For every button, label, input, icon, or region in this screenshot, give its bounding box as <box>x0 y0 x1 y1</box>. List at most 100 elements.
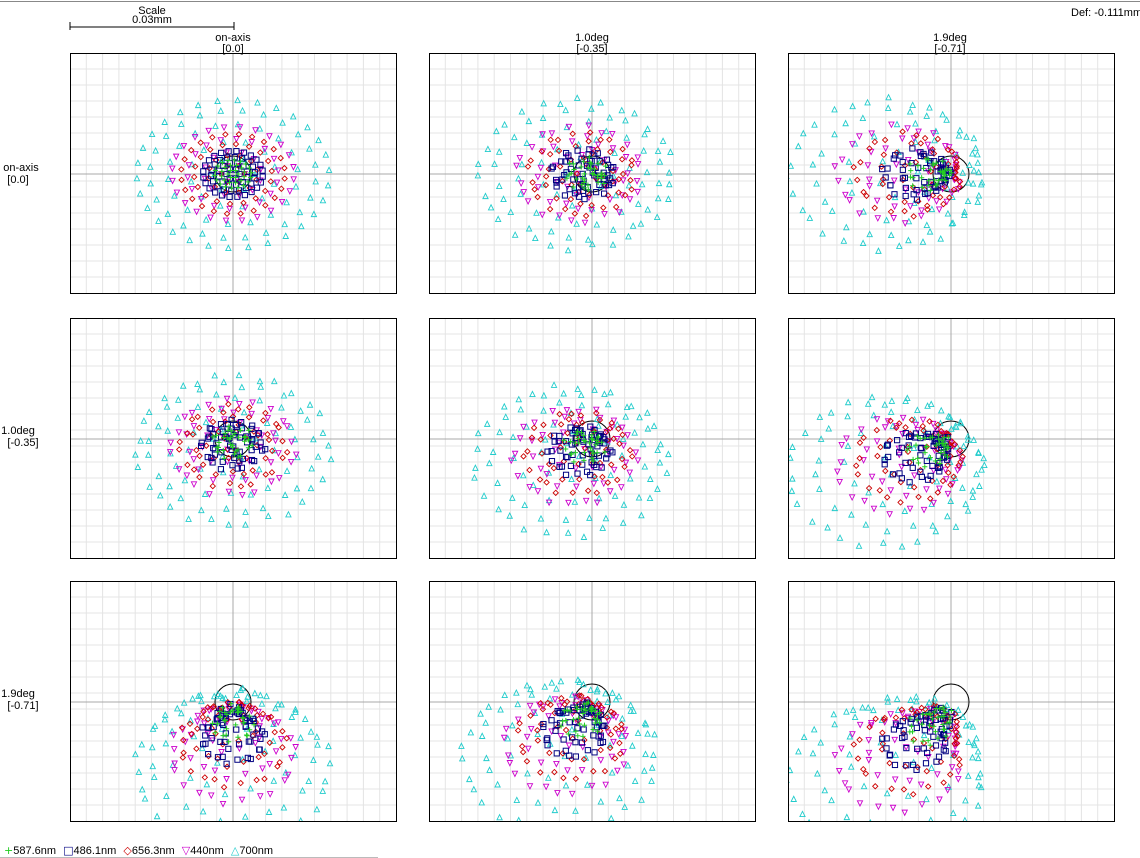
spot-point <box>574 470 581 477</box>
spot-point <box>863 192 870 200</box>
spot-point <box>563 407 571 414</box>
spot-point <box>145 451 152 458</box>
spot-point <box>197 139 204 146</box>
spot-point <box>597 746 604 754</box>
spot-point <box>927 435 933 441</box>
spot-point <box>551 438 558 445</box>
spot-point <box>909 464 916 471</box>
panel-frame <box>788 581 1115 822</box>
spot-point <box>866 723 873 731</box>
spot-point <box>887 208 895 216</box>
top-rule <box>0 1 1140 2</box>
spot-point <box>524 163 532 170</box>
spot-point <box>872 783 879 790</box>
spot-point <box>933 442 939 448</box>
spot-point <box>611 755 619 762</box>
spot-point <box>222 694 229 702</box>
spot-point <box>969 179 977 187</box>
spot-point <box>187 177 195 185</box>
spot-point <box>598 464 605 471</box>
spot-point <box>326 759 334 767</box>
spot-point <box>217 713 224 719</box>
spot-point <box>650 422 658 429</box>
spot-point <box>573 431 579 437</box>
spot-point <box>194 413 201 421</box>
spot-point <box>789 443 796 450</box>
spot-point <box>902 492 910 500</box>
spot-point <box>975 773 982 781</box>
spot-point <box>188 730 195 738</box>
spot-point <box>184 461 191 469</box>
spot-point <box>962 816 968 821</box>
spot-point <box>237 427 244 433</box>
spot-point <box>520 423 527 431</box>
spot-point <box>546 749 553 757</box>
spot-point <box>275 134 282 142</box>
spot-point <box>270 777 278 784</box>
spot-point <box>624 170 631 178</box>
spot-point <box>655 179 663 187</box>
spot-point <box>229 474 236 482</box>
spot-point <box>924 402 931 409</box>
spot-point <box>904 125 911 133</box>
spot-point <box>901 174 908 181</box>
spot-point <box>925 156 931 162</box>
spot-point <box>663 469 671 476</box>
spot-point <box>885 193 893 201</box>
spot-point <box>799 129 807 137</box>
spot-point <box>907 161 913 167</box>
spot-point <box>148 743 156 751</box>
spot-point <box>266 739 274 746</box>
spot-point <box>588 201 595 209</box>
spot-point <box>601 390 608 398</box>
spot-point <box>923 202 931 209</box>
spot-point <box>227 174 233 181</box>
spot-point <box>262 455 269 462</box>
spot-point <box>622 412 630 420</box>
spot-point <box>906 482 914 490</box>
spot-point <box>180 749 187 756</box>
spot-point <box>226 179 233 186</box>
spot-point <box>952 735 960 742</box>
spot-point <box>904 792 912 799</box>
spot-point <box>945 469 952 477</box>
spot-point <box>604 698 611 705</box>
spot-point <box>181 156 188 163</box>
spot-point <box>208 515 215 522</box>
spot-point <box>225 244 232 251</box>
spot-point <box>285 152 293 159</box>
spot-point <box>597 136 604 144</box>
spot-point <box>860 845 865 850</box>
spot-point <box>225 745 232 752</box>
spot-point <box>556 703 563 710</box>
spot-point <box>895 242 903 249</box>
spot-point <box>247 490 255 498</box>
spot-point <box>233 722 239 728</box>
spot-point <box>199 229 206 237</box>
spot-point <box>194 403 202 410</box>
spot-point <box>564 707 570 713</box>
spot-point <box>546 694 554 702</box>
spot-point <box>870 505 878 513</box>
spot-point <box>924 783 932 790</box>
spot-point <box>194 380 201 387</box>
spot-point <box>569 130 576 138</box>
spot-point <box>316 409 324 417</box>
spot-point <box>879 735 886 742</box>
spot-point <box>285 510 292 518</box>
spot-point <box>250 731 257 738</box>
spot-point <box>559 718 566 724</box>
spot-point <box>939 441 945 447</box>
spot-point <box>926 418 933 425</box>
spot-point <box>514 716 522 724</box>
spot-point <box>883 745 890 752</box>
spot-point <box>847 762 855 770</box>
spot-point <box>874 772 882 779</box>
spot-point <box>915 493 922 501</box>
spot-point <box>620 501 628 508</box>
spot-points <box>132 371 335 528</box>
spot-point <box>617 208 625 215</box>
spot-point <box>887 487 895 494</box>
spot-point <box>222 188 229 196</box>
spot-point <box>942 476 950 483</box>
